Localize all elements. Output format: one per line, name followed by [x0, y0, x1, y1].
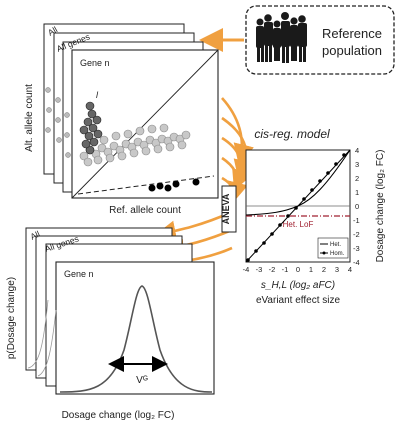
hom-dots: [246, 153, 346, 262]
legend-hom-label: Hom.: [330, 251, 345, 257]
scatter-x-label: Ref. allele count: [109, 205, 181, 216]
dist-stack-label-all: All: [29, 229, 42, 242]
model-y-tick: 4: [355, 146, 359, 155]
aneva-label: ANEVA: [221, 193, 231, 224]
scatter-panel-label: Gene n: [80, 58, 110, 68]
back-bell-edge: [27, 299, 49, 369]
dist-y-label: p(Dosage change): [6, 277, 17, 359]
reference-label-line2: population: [322, 43, 382, 58]
model-y-tick: 3: [355, 160, 359, 169]
model-y-ticks: 4 3 2 1 0 -1 -2 -3 -4: [353, 146, 360, 267]
legend-het-label: Het.: [330, 242, 341, 248]
reference-label-line1: Reference: [322, 26, 382, 41]
dark-gray-dots: [79, 101, 103, 155]
bell-curve: [59, 285, 213, 393]
het-lof-label: Het. LoF: [283, 220, 314, 229]
model-x-tick: -4: [243, 265, 250, 274]
model-x-tick: 1: [309, 265, 313, 274]
distribution-stack: All All genes Gene n Vᴳ p(Dosage change)…: [6, 227, 215, 421]
dist-panel-label: Gene n: [64, 269, 94, 279]
model-x-tick: -3: [256, 265, 263, 274]
model-x-label-long: eVariant effect size: [256, 295, 341, 306]
model-x-label-short: s_H,L (log₂ aFC): [261, 280, 335, 291]
model-y-tick: 2: [355, 174, 359, 183]
reference-population-box: Reference population: [245, 5, 395, 75]
model-x-tick: 0: [296, 265, 300, 274]
model-x-tick: 2: [322, 265, 326, 274]
model-y-tick: -3: [353, 244, 360, 253]
model-x-tick: 4: [348, 265, 352, 274]
scatter-stack: All All genes Gene n l: [24, 23, 219, 216]
model-y-tick: -2: [353, 230, 360, 239]
mid-bell-edge: [37, 309, 57, 377]
dist-x-label: Dosage change (log₂ FC): [62, 410, 175, 421]
model-y-label: Dosage change (log₂ FC): [375, 150, 386, 263]
scatter-annotation: l: [96, 90, 99, 100]
diagonal-line: [71, 49, 219, 199]
people-silhouettes-icon: [256, 12, 307, 63]
aneva-box: [221, 185, 237, 233]
model-y-tick: -4: [353, 258, 360, 267]
model-y-tick: 1: [355, 188, 359, 197]
vg-label: Vᴳ: [136, 375, 148, 386]
model-title: cis-reg. model: [254, 127, 330, 141]
scatter-stack-label-all: All: [46, 24, 59, 37]
black-dots: [148, 178, 200, 192]
dist-front-panel: [55, 261, 215, 395]
model-x-tick: -1: [282, 265, 289, 274]
cis-reg-model: cis-reg. model ANEVA Het. LoF Het. Hom.: [221, 127, 386, 306]
light-gray-dots: [79, 123, 191, 167]
dashed-fit-line: [77, 175, 215, 195]
model-y-tick: 0: [355, 202, 359, 211]
model-x-tick: -2: [269, 265, 276, 274]
model-x-ticks: -4 -3 -2 -1 0 1 2 3 4: [243, 265, 352, 274]
scatter-y-label: Alt. allele count: [24, 84, 35, 152]
back-panel-dots: [45, 87, 71, 158]
legend-hom-dot: [322, 251, 326, 255]
model-x-tick: 3: [335, 265, 339, 274]
model-y-tick: -1: [353, 216, 360, 225]
